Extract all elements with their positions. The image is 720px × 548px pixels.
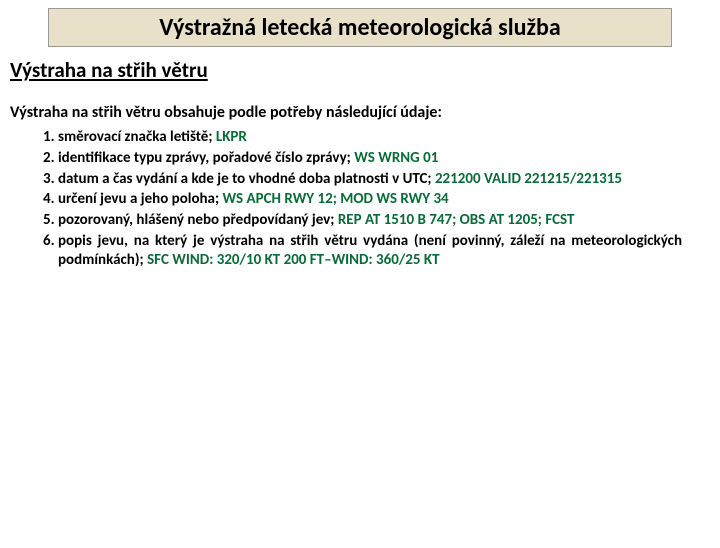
item-example: WS WRNG 01: [354, 149, 438, 167]
item-example: REP AT 1510 B 747; OBS AT 1205; FCST: [338, 211, 575, 229]
list-item: popis jevu, na který je výstraha na stři…: [58, 232, 682, 270]
list-item: datum a čas vydání a kde je to vhodné do…: [58, 170, 682, 189]
list-item: pozorovaný, hlášený nebo předpovídaný je…: [58, 211, 682, 230]
title-box: Výstražná letecká meteorologická služba: [48, 8, 672, 47]
item-example: 221200 VALID 221215/221315: [435, 170, 622, 188]
page-title: Výstražná letecká meteorologická služba: [57, 13, 663, 42]
item-text: určení jevu a jeho poloha;: [58, 190, 219, 208]
intro-text: Výstraha na střih větru obsahuje podle p…: [10, 103, 710, 122]
item-text: identifikace typu zprávy, pořadové číslo…: [58, 149, 351, 167]
list-item: určení jevu a jeho poloha; WS APCH RWY 1…: [58, 190, 682, 209]
item-example: SFC WIND: 320/10 KT 200 FT–WIND: 360/25 …: [147, 251, 439, 269]
item-example: WS APCH RWY 12; MOD WS RWY 34: [223, 190, 449, 208]
subtitle: Výstraha na střih větru: [10, 57, 710, 83]
list-item: identifikace typu zprávy, pořadové číslo…: [58, 149, 682, 168]
item-example: LKPR: [216, 128, 247, 146]
item-text: směrovací značka letiště;: [58, 128, 212, 146]
item-text: pozorovaný, hlášený nebo předpovídaný je…: [58, 211, 334, 229]
list-item: směrovací značka letiště; LKPR: [58, 128, 682, 147]
item-text: datum a čas vydání a kde je to vhodné do…: [58, 170, 432, 188]
item-list: směrovací značka letiště; LKPR identifika…: [36, 128, 704, 269]
